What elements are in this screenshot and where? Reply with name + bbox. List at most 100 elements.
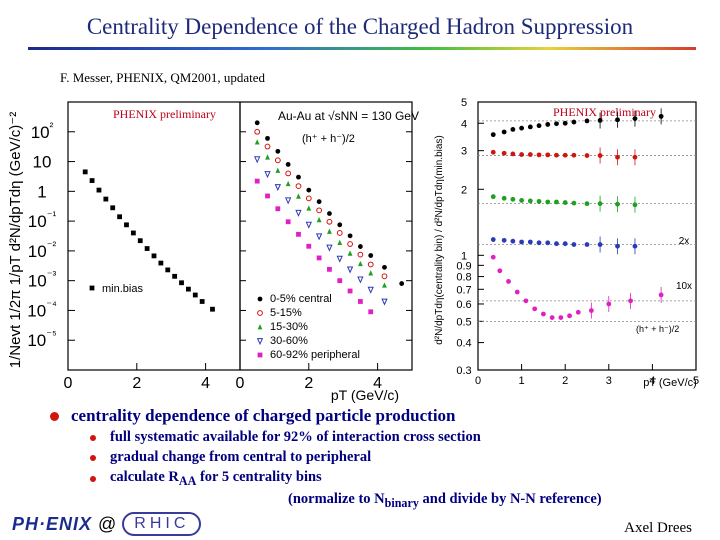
legend-marker [257,296,263,302]
sub-bullet-continuation: (normalize to Nbinary and divide by N-N … [288,490,602,510]
data-point [296,193,301,199]
legend-label: 60-92% peripheral [270,349,360,361]
x-tick-label: 1 [519,375,525,387]
data-point [381,273,388,280]
sub-bullet-text: full systematic available for 92% of int… [110,429,481,445]
data-point [536,240,542,246]
x-tick-label: 4 [373,375,382,392]
bullet-main-text: centrality dependence of charged particl… [71,406,456,425]
data-point [584,153,590,158]
data-point [381,298,388,306]
data-point [306,187,312,193]
data-point [632,202,638,208]
data-point [254,120,260,126]
data-point [254,178,260,184]
data-point [96,187,102,193]
data-point [501,129,507,135]
x-tick-label: 5 [693,375,699,387]
legend-label: 0-5% central [270,293,332,305]
data-point [490,132,496,138]
data-point [265,193,270,199]
data-point [210,306,215,312]
data-point [658,292,664,298]
data-point [545,152,551,158]
y-tick-label: 0.6 [456,299,471,311]
data-point [367,261,374,268]
data-point [316,199,322,205]
x-tick-label: 4 [649,375,655,387]
x-tick-label: 3 [606,375,612,387]
legend-marker [257,352,263,358]
data-point [254,139,260,145]
data-point [584,242,590,247]
data-point [536,152,542,158]
data-point [326,244,333,252]
legend-label: min.bias [102,283,143,295]
data-point [571,242,577,247]
scale-annotation: 2x [679,236,690,247]
data-point [296,231,301,237]
data-point [274,157,281,164]
data-point [295,183,302,189]
data-point [358,244,363,249]
data-point [254,128,261,135]
data-point [490,149,496,155]
bullet-dot-icon [90,434,96,441]
y-tick-label: 3 [461,146,467,158]
data-point [130,230,136,236]
data-point [265,135,270,141]
data-point [82,169,88,175]
x-axis-label: pT (GeV/c) [331,387,399,403]
data-point [527,239,533,245]
data-point [549,315,555,321]
data-point [346,266,354,274]
data-point [306,243,312,249]
data-point [285,170,292,177]
y-tick-label: 10 [33,153,52,172]
y-tick-label: 0.8 [456,272,471,284]
data-point [285,219,291,225]
data-point [89,178,95,183]
y-tick-label: 2 [461,184,467,196]
data-point [562,120,568,126]
data-point [336,230,343,236]
data-point [615,117,620,123]
data-point [151,253,157,259]
legend-marker [257,310,263,316]
data-point [532,306,538,312]
data-point [632,116,638,122]
data-point [347,288,353,294]
prelim-annotation: PHENIX preliminary [113,107,216,121]
y-tick-label: 10² [31,121,54,142]
data-point [562,152,568,158]
x-axis-label: pT (GeV/c) [643,377,697,389]
data-point [103,196,109,202]
y-tick-label: 0.3 [456,365,471,377]
data-point [347,241,353,247]
data-point [490,237,496,242]
credit-line: F. Messer, PHENIX, QM2001, updated [60,70,265,85]
data-point [368,270,374,276]
data-point [510,127,516,132]
data-point [368,253,374,258]
legend-marker [256,338,264,346]
data-point [571,152,577,158]
data-point [306,205,312,211]
data-point [588,308,594,313]
y-tick-label: 0.9 [456,260,471,272]
data-point [527,124,533,130]
data-point [158,260,164,266]
data-point [316,216,322,223]
x-tick-label: 2 [132,375,141,392]
y-tick-label: 10⁻¹ [28,210,57,231]
data-point [527,198,533,204]
data-point [510,196,516,202]
data-point [117,214,122,220]
bullet-dot-icon [90,454,96,461]
data-point [186,286,191,292]
legend-marker [257,324,263,330]
data-point [545,240,551,246]
data-point [382,264,387,270]
data-point [541,311,546,317]
data-point [597,153,603,158]
